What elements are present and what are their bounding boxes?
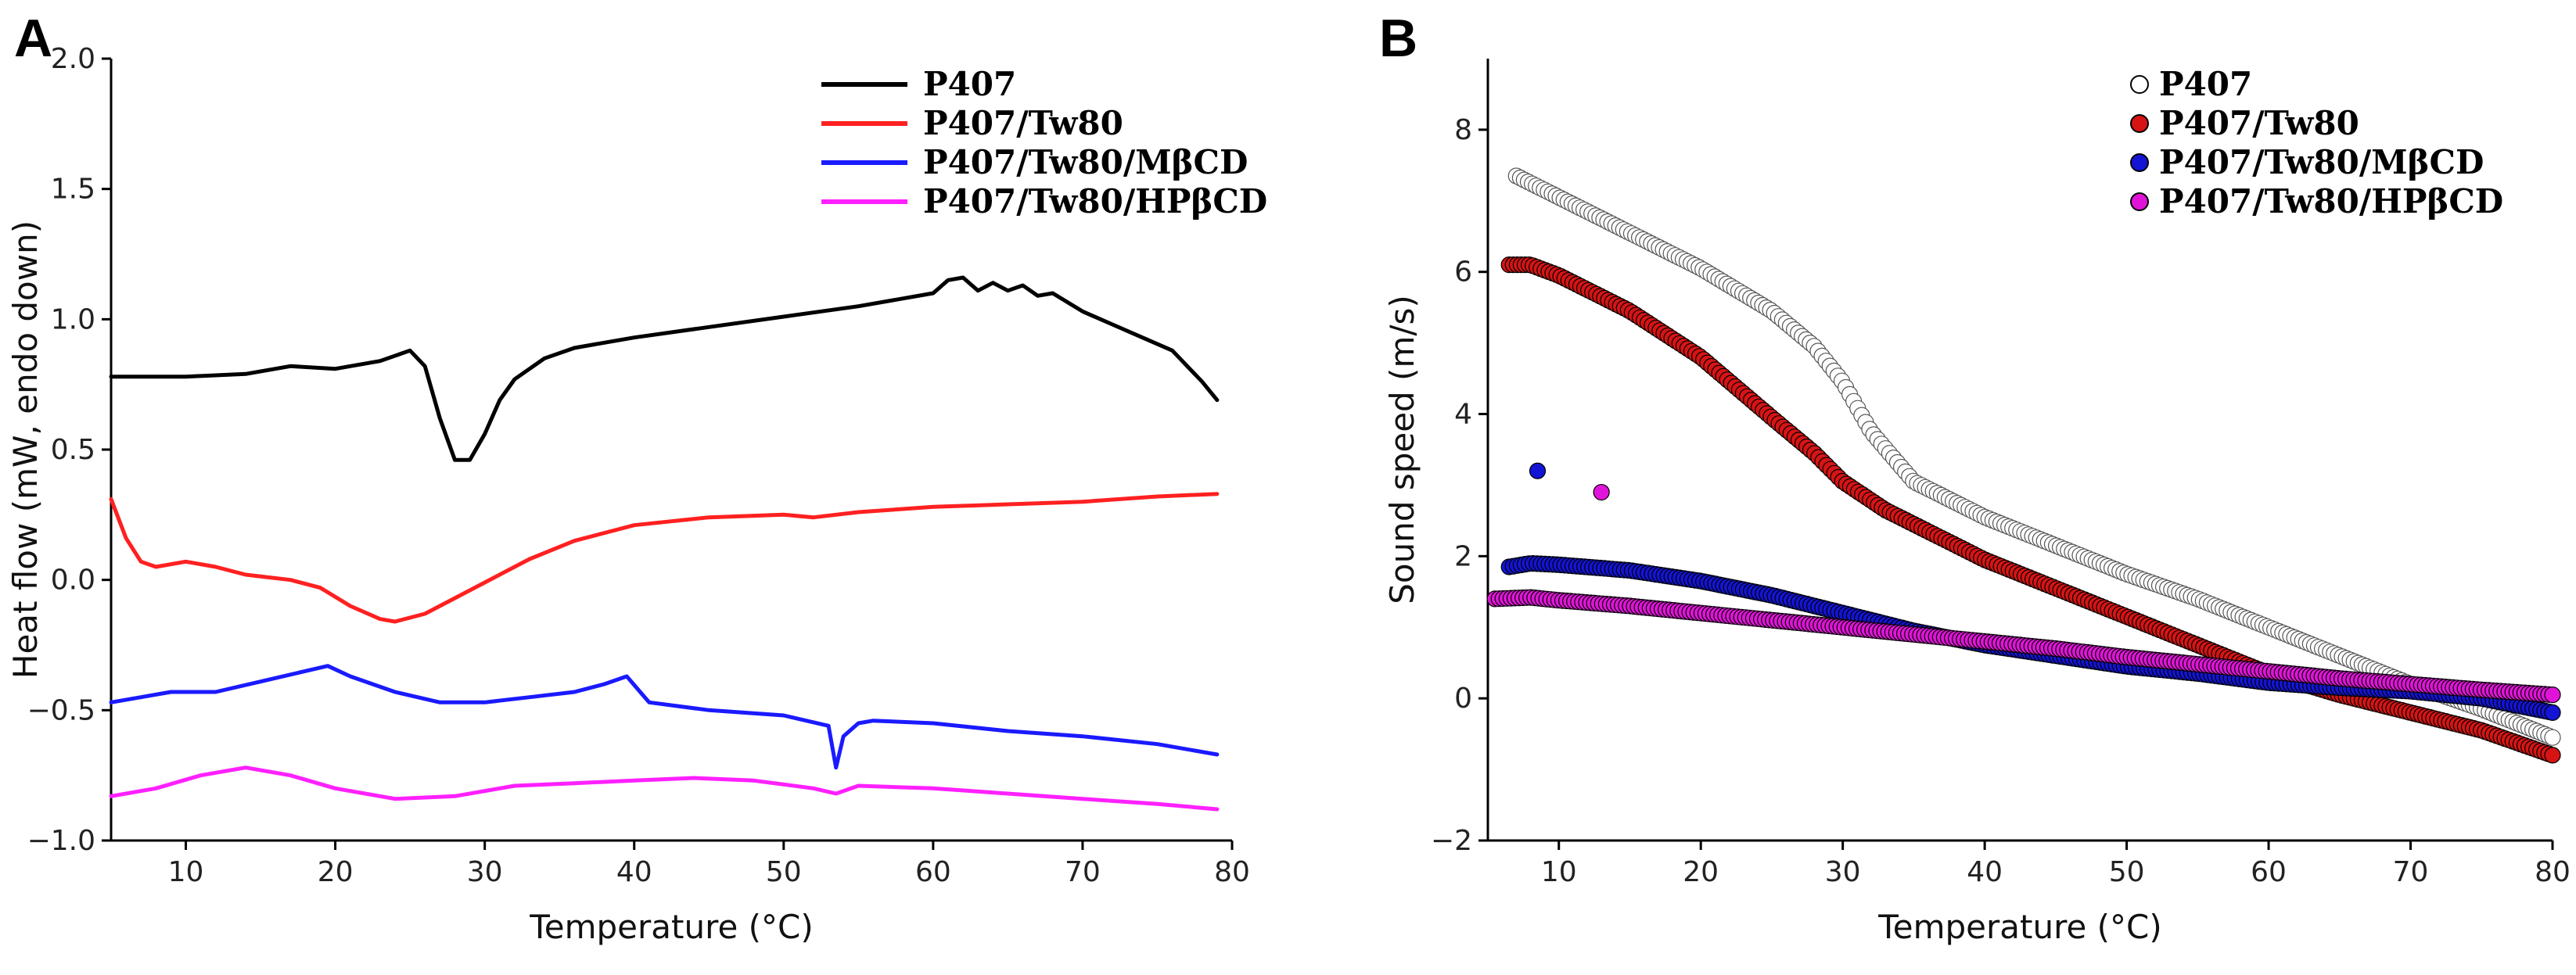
legend-label-p407-tw80: P407/Tw80 (923, 104, 1123, 142)
y-tick-label: 2.0 (51, 43, 95, 75)
x-tick-label: 50 (2109, 856, 2145, 888)
y-tick-label: 6 (1454, 256, 1472, 289)
y-tick-label: 0 (1454, 683, 1472, 715)
y-tick-label: 0.5 (51, 434, 95, 466)
data-point (2544, 747, 2561, 764)
y-tick-label: −2 (1431, 825, 1472, 857)
legend-label-p407-tw80-hp-cd: P407/Tw80/HPβCD (923, 182, 1267, 220)
y-axis-title: Sound speed (m/s) (1383, 295, 1421, 604)
x-tick-label: 40 (616, 856, 652, 888)
series-line-p407-tw80 (109, 492, 1220, 624)
panel-b-letter: B (1379, 9, 1417, 68)
panel-a-letter: A (14, 9, 52, 68)
legend-label-p407: P407 (923, 65, 1016, 103)
x-axis-title: Temperature (°C) (1877, 908, 2162, 946)
y-tick-label: −1.0 (27, 825, 95, 857)
y-axis-title: Heat flow (mW, endo down) (6, 220, 45, 679)
x-tick-label: 10 (168, 856, 204, 888)
x-tick-label: 30 (1825, 856, 1861, 888)
x-tick-label: 80 (2535, 856, 2571, 888)
series-line-p407-tw80-m-cd (109, 664, 1220, 770)
x-tick-label: 60 (915, 856, 951, 888)
x-tick-label: 60 (2251, 856, 2287, 888)
y-tick-label: −0.5 (27, 694, 95, 726)
x-tick-label: 40 (1967, 856, 2003, 888)
x-tick-label: 50 (766, 856, 802, 888)
y-tick-label: 0.0 (51, 565, 95, 597)
series-p407-tw80-hp-cd (1486, 483, 2561, 704)
series-line-p407-tw80-hp-cd (109, 765, 1220, 812)
series-line-p407 (109, 275, 1220, 462)
data-point (2544, 704, 2561, 722)
y-tick-label: 4 (1454, 399, 1472, 431)
y-tick-label: 2 (1454, 540, 1472, 572)
legend-marker-p407-tw80-hp-cd (2130, 192, 2149, 211)
sound-speed-chart: 10 20 30 40 50 60 70 80 −2 0 2 4 6 8 Temperature (°C) S… (1383, 59, 2571, 946)
y-tick-label: 1.0 (51, 303, 95, 335)
legend-label-p407-tw80-hp-cd: P407/Tw80/HPβCD (2159, 182, 2503, 220)
outlier-point (1529, 462, 1547, 479)
x-tick-label: 70 (2393, 856, 2429, 888)
y-tick-label: 1.5 (51, 174, 95, 206)
y-tick-label: 8 (1454, 114, 1472, 146)
legend-label-p407-tw80: P407/Tw80 (2159, 104, 2359, 142)
x-tick-label: 10 (1541, 856, 1577, 888)
x-tick-label: 80 (1214, 856, 1250, 888)
outlier-point (1593, 483, 1610, 501)
heat-flow-chart: 10 20 30 40 50 60 70 80 −1.0 −0.5 0.0 0.5 1.0 1.5 2.0 T… (6, 43, 1267, 946)
legend-label-p407-tw80-m-cd: P407/Tw80/MβCD (2159, 143, 2484, 181)
data-point (2544, 729, 2561, 746)
legend-marker-p407-tw80 (2130, 114, 2149, 133)
legend-marker-p407 (2130, 75, 2149, 94)
x-tick-label: 30 (467, 856, 503, 888)
x-tick-label: 70 (1065, 856, 1101, 888)
x-axis-title: Temperature (°C) (529, 908, 814, 946)
legend-marker-p407-tw80-m-cd (2130, 153, 2149, 172)
legend-label-p407-tw80-m-cd: P407/Tw80/MβCD (923, 143, 1248, 181)
data-point (2544, 686, 2561, 704)
x-tick-label: 20 (318, 856, 354, 888)
x-tick-label: 20 (1683, 856, 1719, 888)
legend-label-p407: P407 (2159, 65, 2252, 103)
